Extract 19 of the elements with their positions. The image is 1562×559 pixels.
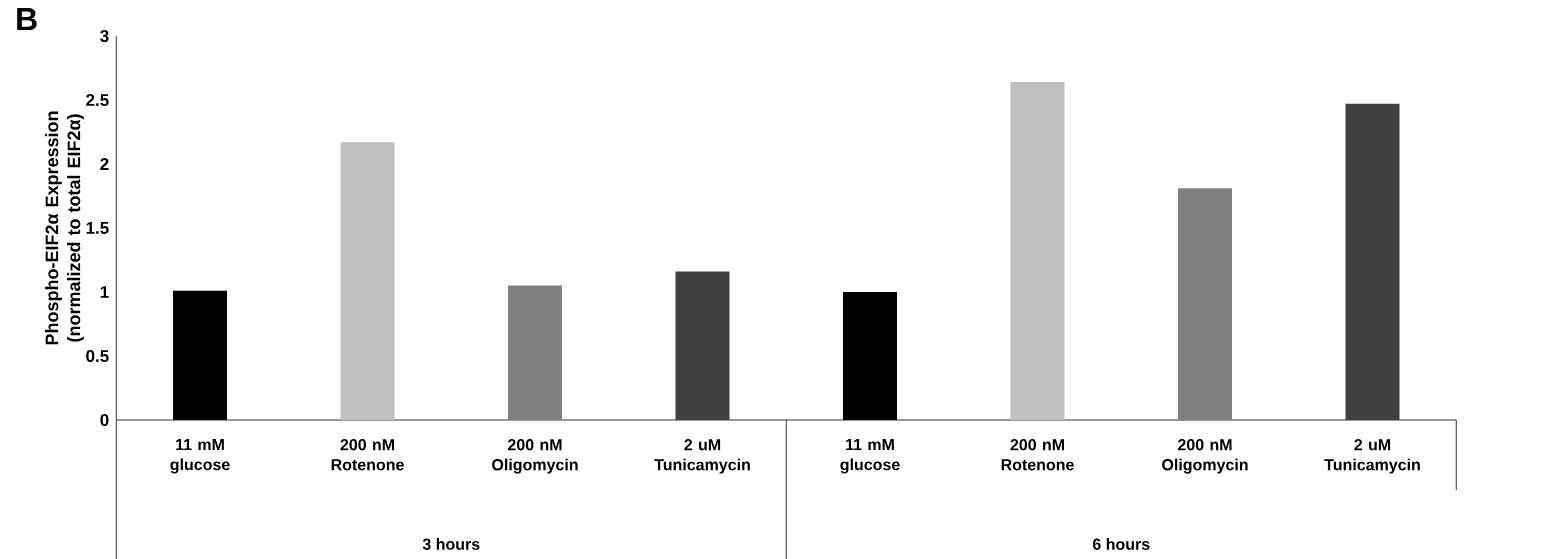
x-tick-label: 200 nM Oligomycin (1162, 439, 1248, 474)
y-tick-label: 1.5 (86, 222, 109, 234)
text: 6 hours (1092, 538, 1150, 550)
text: 3 hours (422, 538, 480, 550)
y-tick-label: 3 (100, 29, 109, 43)
x-tick-label: 2 uM Tunicamycin (654, 439, 750, 474)
y-tick-label: 2 (100, 158, 109, 170)
chart-title: B (17, 8, 37, 31)
x-tick-label: 11 mM glucose (840, 439, 900, 474)
y-tick-label: 0 (100, 414, 109, 427)
x-tick-label: 200 nM Oligomycin (492, 439, 578, 474)
x-tick-label: 2 uM Tunicamycin (1324, 439, 1420, 474)
x-tick-label: 11 mM glucose (170, 439, 230, 474)
y-tick-label: 2.5 (86, 94, 109, 107)
y-axis-title: Phospho-EIF2α Expression (normalized to total EIF2α) (45, 111, 84, 345)
x-tick-label: 200 nM Rotenone (331, 439, 404, 471)
x-tick-label: 200 nM Rotenone (1001, 439, 1074, 471)
y-tick-label: 1 (100, 286, 109, 298)
y-tick-label: 0.5 (86, 350, 109, 363)
